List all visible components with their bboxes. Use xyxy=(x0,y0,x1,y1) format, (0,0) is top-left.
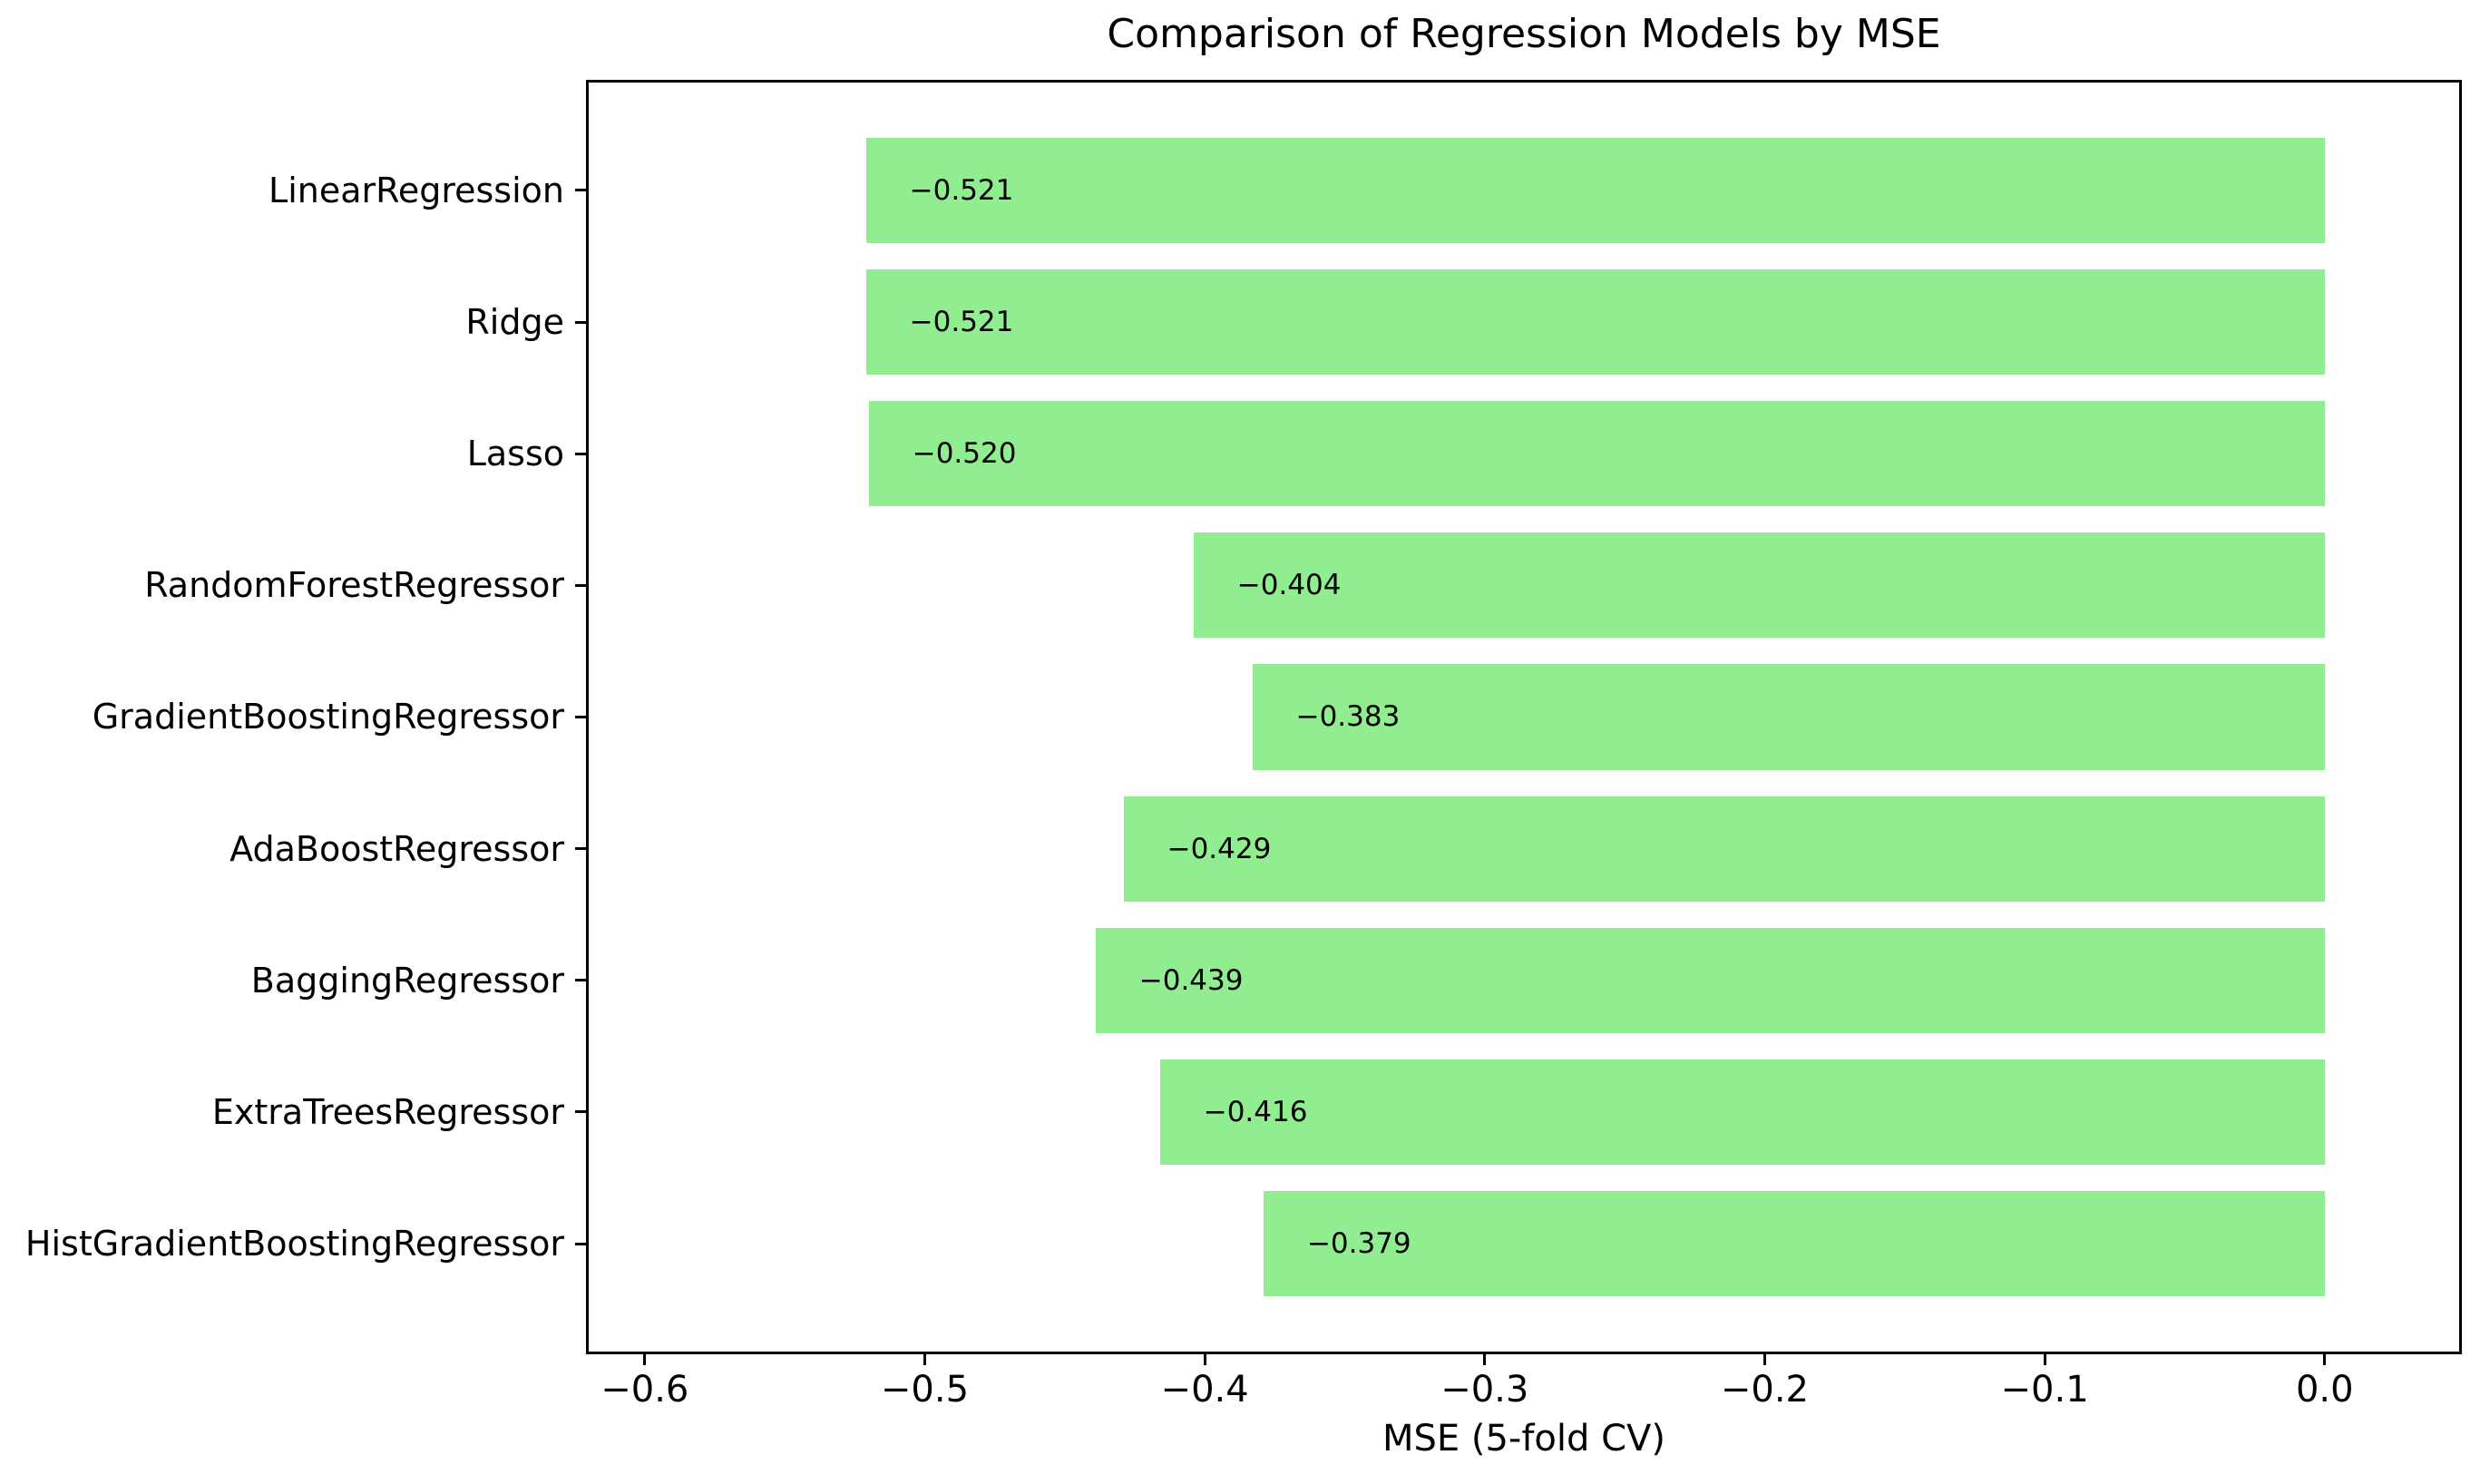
y-tick-mark xyxy=(575,320,586,324)
bar-value-label: −0.521 xyxy=(909,306,1014,338)
y-tick-label: AdaBoostRegressor xyxy=(229,828,564,869)
y-tick-mark xyxy=(575,583,586,587)
x-tick-label: −0.6 xyxy=(600,1369,689,1411)
y-tick-label: BaggingRegressor xyxy=(250,960,564,1001)
y-tick-mark xyxy=(575,979,586,982)
bar-value-label: −0.439 xyxy=(1138,963,1244,997)
x-tick-mark xyxy=(1483,1354,1487,1365)
bar-BaggingRegressor xyxy=(1095,927,2325,1033)
y-tick-mark xyxy=(575,716,586,718)
bar-value-label: −0.429 xyxy=(1167,832,1272,865)
y-tick-label: RandomForestRegressor xyxy=(144,565,564,606)
y-tick-mark xyxy=(575,452,586,455)
bar-value-label: −0.520 xyxy=(912,437,1017,471)
x-tick-label: 0.0 xyxy=(2295,1369,2354,1411)
bar-Lasso xyxy=(868,401,2325,507)
y-tick-label: HistGradientBoostingRegressor xyxy=(24,1224,564,1264)
y-tick-label: Ridge xyxy=(465,302,564,342)
bar-value-label: −0.379 xyxy=(1306,1227,1411,1261)
x-tick-label: −0.1 xyxy=(2000,1369,2089,1411)
y-tick-mark xyxy=(575,1242,586,1245)
bar-HistGradientBoostingRegressor xyxy=(1263,1191,2325,1297)
y-tick-label: GradientBoostingRegressor xyxy=(92,697,564,737)
x-tick-mark xyxy=(2043,1354,2046,1365)
bar-GradientBoostingRegressor xyxy=(1252,664,2325,770)
bar-value-label: −0.416 xyxy=(1203,1095,1308,1128)
x-tick-mark xyxy=(923,1354,926,1365)
x-tick-label: −0.3 xyxy=(1440,1369,1529,1411)
x-tick-label: −0.2 xyxy=(1720,1369,1809,1411)
y-tick-mark xyxy=(575,1110,586,1114)
x-tick-label: −0.4 xyxy=(1160,1369,1249,1411)
x-tick-mark xyxy=(1203,1354,1206,1365)
y-tick-mark xyxy=(575,847,586,851)
x-tick-mark xyxy=(1762,1354,1766,1365)
bar-value-label: −0.521 xyxy=(909,173,1014,207)
y-tick-label: ExtraTreesRegressor xyxy=(211,1091,564,1132)
bar-LinearRegression xyxy=(865,137,2325,243)
bar-Ridge xyxy=(865,269,2325,376)
y-tick-mark xyxy=(575,189,586,192)
y-tick-label: LinearRegression xyxy=(269,170,564,210)
x-tick-label: −0.5 xyxy=(880,1369,970,1411)
x-tick-mark xyxy=(2323,1354,2327,1365)
x-tick-mark xyxy=(643,1354,647,1365)
x-axis-label: MSE (5-fold CV) xyxy=(1382,1418,1666,1460)
y-tick-label: Lasso xyxy=(466,434,564,474)
bar-value-label: −0.404 xyxy=(1236,569,1342,602)
bar-ExtraTreesRegressor xyxy=(1159,1059,2325,1165)
bar-RandomForestRegressor xyxy=(1193,532,2325,639)
bar-AdaBoostRegressor xyxy=(1123,796,2325,902)
bar-value-label: −0.383 xyxy=(1295,700,1401,734)
chart-title: Comparison of Regression Models by MSE xyxy=(1107,11,1941,57)
